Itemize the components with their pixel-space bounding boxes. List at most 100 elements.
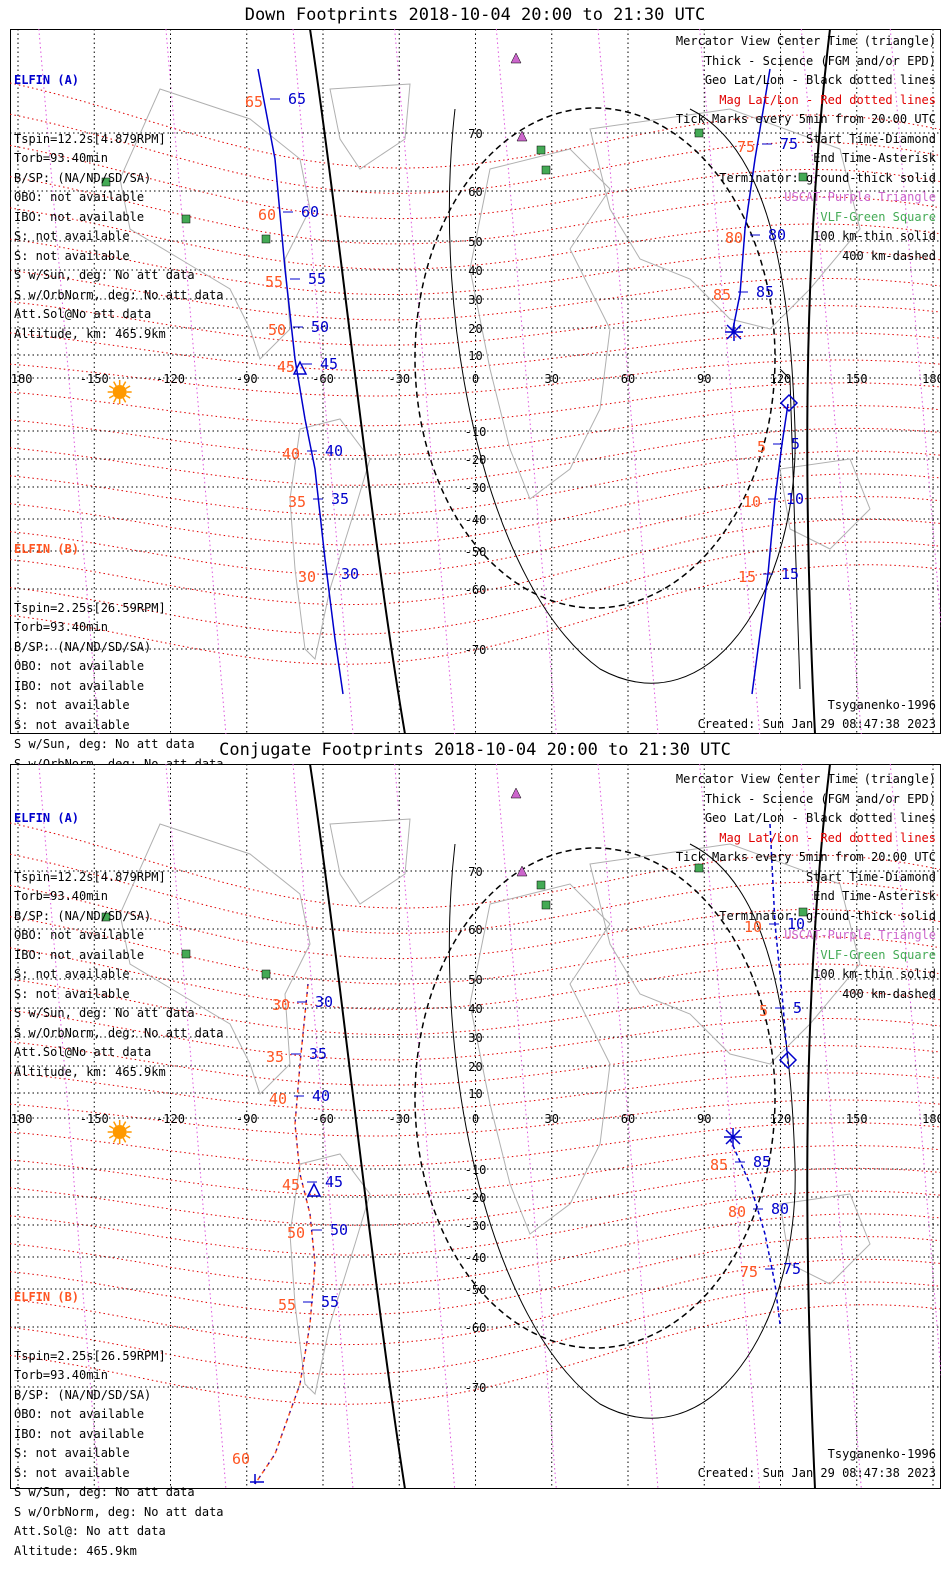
tick-label-blue: 30 — [315, 993, 333, 1011]
lat-tick-label: 30 — [468, 293, 482, 307]
vlf-square-icon — [541, 165, 551, 175]
info-line: IBO: not available — [14, 209, 145, 224]
elfin-a-lines: Tspin=12.2s[4.879RPM] Torb=93.40min B/SP: … — [14, 868, 224, 1083]
vlf-square-icon — [101, 177, 111, 187]
uscat-triangle-icon — [510, 52, 522, 64]
info-line: Tspin=2.25s[26.59RPM] — [14, 600, 166, 615]
info-line: IBO: not available — [14, 1426, 145, 1441]
legend-item: Start Time-Diamond — [805, 131, 936, 146]
tick-label-blue: 75 — [780, 135, 798, 153]
terminator-west — [309, 764, 406, 1489]
sun-ray — [122, 1121, 127, 1127]
mag-lat-line — [10, 541, 941, 635]
terminator-east — [806, 29, 831, 734]
lon-tick-label: -150 — [80, 1112, 109, 1126]
lat-tick-label: 10 — [468, 1087, 482, 1101]
info-line: Tspin=12.2s[4.879RPM] — [14, 869, 166, 884]
lon-tick-label: 120 — [770, 1112, 792, 1126]
legend-item: Geo Lat/Lon - Black dotted lines — [704, 811, 936, 825]
tick-label-red: 35 — [266, 1048, 284, 1066]
info-line: S: not available — [14, 248, 130, 263]
lat-tick-label: 40 — [468, 264, 482, 278]
lat-tick-label: -30 — [465, 1219, 487, 1233]
vlf-square-icon — [536, 880, 546, 890]
coastline — [469, 148, 611, 500]
lat-lon-labels: -180 -150 -120 -90 -60 -30 0 30 60 90 120 150 180 70 6… — [10, 865, 941, 1395]
mag-lon-line — [38, 764, 100, 1489]
tick-label-red: 50 — [287, 1224, 305, 1242]
info-line: Att.Sol@No att data — [14, 307, 152, 321]
tick-label-blue: 10 — [786, 490, 804, 508]
elfin-b-lines: Tspin=2.25s[26.59RPM] Torb=93.40min B/SP: … — [14, 1347, 224, 1562]
tick-label-red: 35 — [288, 493, 306, 511]
lat-tick-label: -70 — [465, 643, 487, 657]
lon-tick-label: -30 — [388, 372, 410, 386]
mag-lat-line — [10, 382, 941, 427]
lat-tick-label: -30 — [465, 481, 487, 495]
legend-item: Mag Lat/Lon - Red dotted lines — [719, 830, 936, 845]
uscat-triangle-icon — [516, 865, 528, 877]
info-line: OBO: not available — [14, 1407, 145, 1421]
tick-label-red: 55 — [265, 273, 283, 291]
mag-lat-line — [10, 473, 941, 546]
tick-label-blue: 30 — [341, 565, 359, 583]
lon-tick-label: 180 — [922, 372, 941, 386]
tick-label-blue: 40 — [325, 442, 343, 460]
info-line: S w/OrbNorm, deg: No att data — [14, 1504, 224, 1519]
legend-item: 400 km-dashed — [842, 248, 936, 263]
down-footprints-map: -180 -150 -120 -90 -60 -30 0 30 60 90 120 150 180 70 6… — [10, 29, 941, 734]
lat-tick-label: 60 — [468, 923, 482, 937]
panel1-title: Down Footprints 2018-10-04 20:00 to 21:3… — [244, 5, 706, 25]
legend-item: End Time-Asterisk — [813, 151, 936, 165]
lon-tick-label: 90 — [697, 1112, 711, 1126]
lat-tick-label: -50 — [465, 1283, 487, 1297]
sun-ray — [113, 1121, 117, 1127]
vlf-square-icon — [181, 214, 191, 224]
legend-item: Geo Lat/Lon - Black dotted lines — [704, 73, 936, 87]
tick-label-blue: 80 — [771, 1200, 789, 1218]
mag-grid-lines — [10, 764, 941, 1489]
tick-label-blue: 85 — [756, 283, 774, 301]
tick-label-red: 60 — [258, 206, 276, 224]
mag-lon-line — [495, 764, 557, 1489]
elfin-a-trace — [257, 68, 344, 695]
lat-tick-label: 10 — [468, 349, 482, 363]
sun-ray — [122, 381, 127, 387]
lon-tick-label: -120 — [156, 372, 185, 386]
mag-lat-line — [10, 1213, 941, 1286]
mag-lon-line — [292, 764, 354, 1489]
sun-ray — [125, 394, 131, 399]
mag-lat-line — [10, 113, 941, 194]
info-line: Altitude, km: 465.9km — [14, 1064, 166, 1079]
tick-label-red: 5 — [757, 438, 766, 456]
info-line: OBO: not available — [14, 659, 145, 673]
lon-tick-label: 180 — [922, 1112, 941, 1126]
mag-lon-line — [699, 764, 761, 1489]
info-line: Tspin=2.25s[26.59RPM] — [14, 1348, 166, 1363]
tick-label-blue: 35 — [331, 490, 349, 508]
info-line: B/SP: (NA/ND/SD/SA) — [14, 170, 152, 185]
mag-lat-line — [10, 1041, 941, 1086]
legend-item: USCAT-Purple Triangle — [784, 928, 936, 942]
elfin-b-terminator-segment — [779, 368, 801, 690]
elfin-a-heading: ELFIN (A) — [14, 73, 80, 87]
mag-lon-line — [800, 764, 862, 1489]
tick-label-red: 85 — [710, 1156, 728, 1174]
tick-label-red: 45 — [282, 1176, 300, 1194]
legend-item: Thick - Science (FGM and/or EPD) — [704, 53, 936, 68]
tick-label-blue: 80 — [768, 226, 786, 244]
lon-tick-label: 60 — [621, 372, 635, 386]
panel2-model: Tsyganenko-1996 — [827, 1447, 936, 1461]
lon-tick-label: -120 — [156, 1112, 185, 1126]
lat-tick-label: 50 — [468, 973, 482, 987]
panel2-elfin-b-info: ELFIN (B) Tspin=2.25s[26.59RPM] Torb=93.4… — [14, 1249, 224, 1581]
info-line: Tspin=12.2s[4.879RPM] — [14, 131, 166, 146]
coastline — [289, 418, 371, 661]
lat-tick-label: -50 — [465, 545, 487, 559]
info-line: B/SP: (NA/ND/SD/SA) — [14, 639, 152, 654]
lat-tick-label: 30 — [468, 1031, 482, 1045]
sun-ray — [122, 397, 127, 403]
tick-label-red: 50 — [268, 321, 286, 339]
tick-label-red: 60 — [232, 1450, 250, 1468]
info-line: S: not available — [14, 967, 130, 981]
